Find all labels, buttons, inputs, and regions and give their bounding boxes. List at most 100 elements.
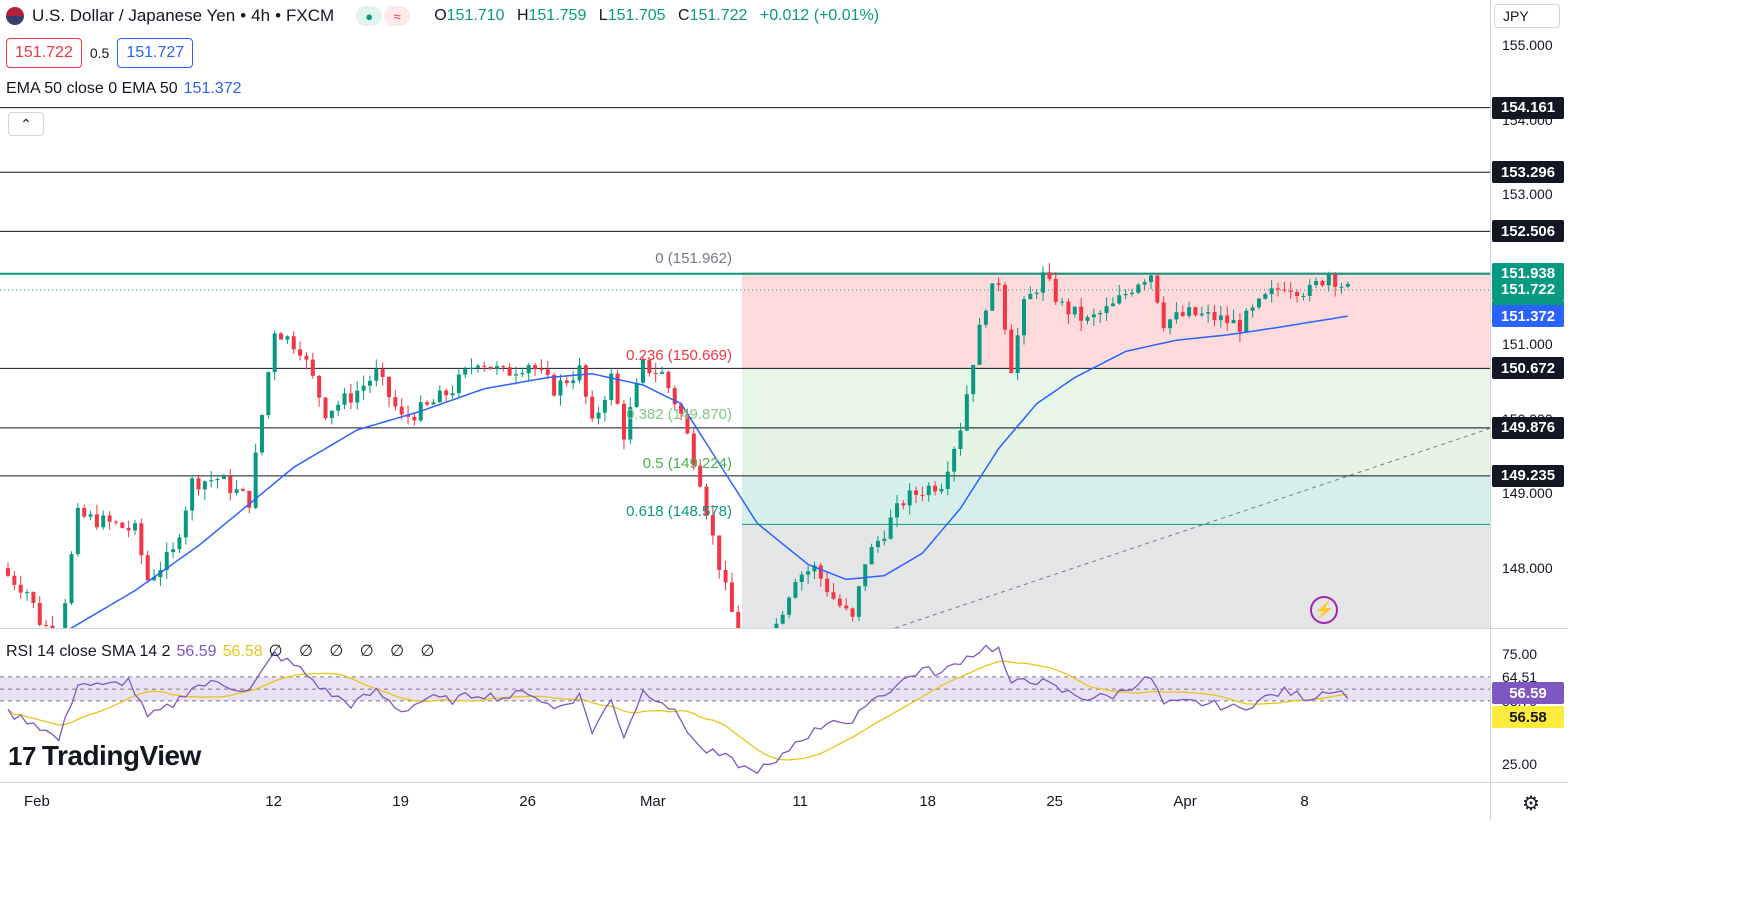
price-axis-label: 153.000 <box>1502 186 1553 203</box>
candle <box>107 511 112 530</box>
candle <box>749 650 753 675</box>
candle <box>615 369 620 405</box>
candle <box>177 534 182 553</box>
candle <box>837 594 842 608</box>
candle <box>907 483 912 515</box>
candle <box>374 359 379 387</box>
symbol-header[interactable]: U.S. Dollar / Japanese Yen • 4h • FXCM ●… <box>6 4 879 28</box>
us-flag-icon <box>6 7 24 25</box>
chart-canvas[interactable] <box>0 0 1568 820</box>
candle <box>152 569 157 582</box>
price-axis-label: 148.000 <box>1502 560 1553 577</box>
candle-body <box>552 374 557 396</box>
candle <box>75 503 80 557</box>
candle-body <box>1193 307 1198 316</box>
approx-icon[interactable]: ≈ <box>384 6 411 26</box>
candle <box>577 357 582 384</box>
candle <box>914 486 919 504</box>
candle <box>958 422 963 456</box>
bolt-icon[interactable]: ⚡ <box>1310 596 1338 624</box>
candle-body <box>806 571 811 575</box>
candle <box>475 363 480 373</box>
currency-selector[interactable]: JPY <box>1494 4 1560 28</box>
candle <box>977 317 982 365</box>
header-toggle-pill[interactable]: ● ≈ <box>356 6 411 26</box>
candle-body <box>1161 302 1166 329</box>
rsi-sma-line <box>7 660 1348 761</box>
rsi-pane <box>0 644 1490 775</box>
candle <box>1002 282 1007 335</box>
candle <box>272 330 277 381</box>
change-value: +0.012 (+0.01%) <box>759 7 880 24</box>
candle <box>336 400 341 417</box>
candle <box>831 583 836 600</box>
candle-body <box>374 369 379 381</box>
price-tag-level: 150.672 <box>1492 357 1564 380</box>
rsi-indicator-label[interactable]: RSI 14 close SMA 14 2 56.59 56.58 ∅ ∅ ∅ ∅ ∅… <box>6 641 440 661</box>
candle-body <box>298 349 303 356</box>
ema-indicator-label[interactable]: EMA 50 close 0 EMA 50 151.372 <box>6 80 242 98</box>
candle-body <box>1091 314 1096 318</box>
candle-body <box>310 359 315 376</box>
candle-body <box>272 333 277 373</box>
candle <box>628 397 633 445</box>
candle <box>202 480 207 500</box>
bid-button[interactable]: 151.722 <box>6 38 82 68</box>
candle-body <box>571 380 576 384</box>
candle <box>1282 281 1287 293</box>
candle <box>63 598 68 628</box>
interval-label[interactable]: 4h <box>251 6 271 25</box>
candle-body <box>812 565 817 572</box>
time-axis-label: 12 <box>265 793 282 810</box>
chart-toggle-icon[interactable]: ● <box>356 6 383 26</box>
candle-body <box>1282 289 1287 291</box>
candle <box>221 473 226 480</box>
gear-icon[interactable]: ⚙ <box>1522 793 1540 815</box>
candle-body <box>304 355 309 360</box>
candle <box>590 390 595 423</box>
candle <box>691 428 696 471</box>
candle-body <box>1199 313 1204 316</box>
candle <box>799 571 804 591</box>
candle <box>1218 305 1223 328</box>
candle-body <box>698 465 703 487</box>
ask-button[interactable]: 151.727 <box>117 38 194 68</box>
candle <box>285 335 290 344</box>
candle-body <box>469 367 474 369</box>
candle <box>1301 292 1306 301</box>
candle-body <box>691 433 696 466</box>
candle <box>1269 279 1274 303</box>
symbol-title[interactable]: U.S. Dollar / Japanese Yen <box>32 6 236 25</box>
candle <box>583 363 588 405</box>
candle <box>920 486 925 502</box>
candle <box>240 487 245 492</box>
rsi-axis-label: 75.00 <box>1502 645 1538 662</box>
candle-body <box>793 582 798 598</box>
candle-body <box>177 537 182 550</box>
candle-body <box>1225 315 1230 324</box>
candle <box>1066 298 1071 325</box>
candle <box>1041 266 1046 301</box>
candle-body <box>679 404 684 414</box>
candle <box>1060 298 1065 306</box>
candle-body <box>158 570 163 578</box>
candle-body <box>749 656 753 673</box>
candle <box>323 396 328 421</box>
candle <box>171 542 176 558</box>
candle-body <box>564 380 569 384</box>
candle-body <box>1320 281 1325 286</box>
collapse-legend-button[interactable]: ⌃ <box>8 112 44 136</box>
candle <box>1034 289 1039 300</box>
candle <box>304 352 309 370</box>
tv-mark-icon: 17 <box>8 741 36 771</box>
candle-body <box>837 598 842 606</box>
candle-body <box>120 522 125 528</box>
candle-body <box>425 402 430 405</box>
price-tag-level: 149.235 <box>1492 464 1564 487</box>
candle-body <box>399 406 404 415</box>
candle <box>1237 313 1242 343</box>
candle <box>387 376 391 408</box>
candle <box>1225 306 1230 331</box>
candle <box>926 482 931 502</box>
candle <box>444 388 449 403</box>
